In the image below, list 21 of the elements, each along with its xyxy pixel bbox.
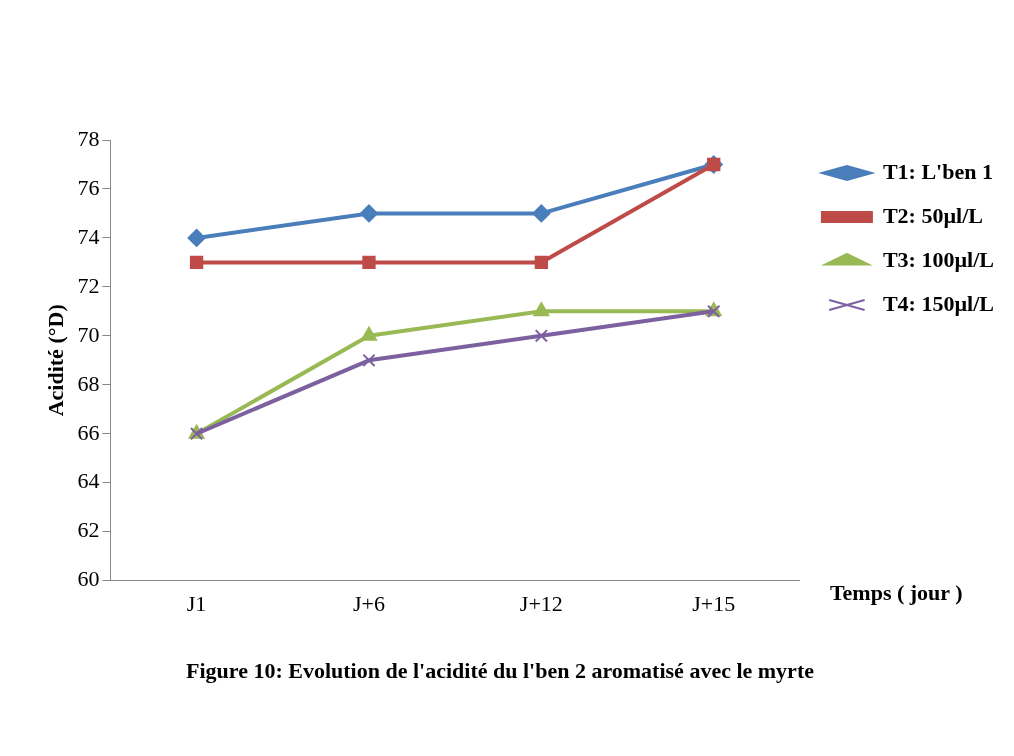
legend-label: T1: L'ben 1 — [882, 158, 993, 184]
y-tick-label: 60 — [77, 566, 100, 592]
y-tick-label: 70 — [77, 321, 100, 347]
x-axis-title: Temps ( jour ) — [829, 580, 963, 606]
legend-label: T2: 50µl/L — [882, 202, 983, 228]
caption: Figure 10: Evolution de l'acidité du l'ben 2 aromatisé avec le myrte — [185, 657, 815, 685]
y-tick-label: 78 — [77, 125, 100, 151]
y-tick-label: 66 — [77, 419, 100, 445]
legend-label: T3: 100µl/L — [882, 246, 994, 272]
legend-label: T4: 150µl/L — [882, 290, 994, 316]
y-tick-label: 62 — [77, 517, 100, 543]
y-tick-label: 68 — [77, 370, 100, 396]
x-tick-label: J1 — [186, 590, 207, 616]
y-tick-label: 74 — [77, 223, 100, 249]
x-tick-label: J+12 — [519, 590, 563, 616]
y-tick-label: 64 — [77, 468, 100, 494]
y-tick-label: 72 — [77, 272, 100, 298]
y-axis-title: Acidité (°D) — [42, 304, 68, 417]
x-tick-label: J+6 — [352, 590, 385, 616]
y-tick-label: 76 — [77, 174, 100, 200]
x-tick-label: J+15 — [692, 590, 736, 616]
